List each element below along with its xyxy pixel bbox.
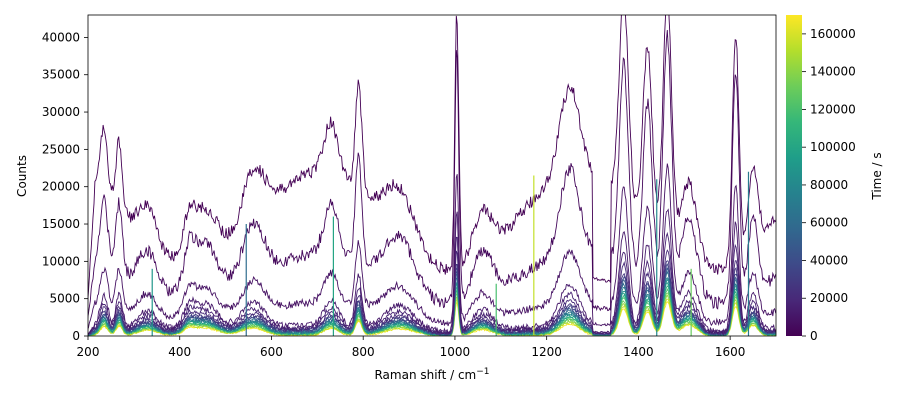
x-tick-label-600: 600 [260, 345, 283, 359]
x-tick-label-800: 800 [352, 345, 375, 359]
spectrum-line-13 [88, 249, 776, 336]
x-tick-label-1600: 1600 [715, 345, 746, 359]
x-tick-label-1000: 1000 [440, 345, 471, 359]
colorbar-tick-label-0: 0 [810, 329, 818, 343]
colorbar-tick-label-120000: 120000 [810, 102, 856, 116]
colorbar-tick-label-60000: 60000 [810, 216, 848, 230]
x-tick-label-200: 200 [77, 345, 100, 359]
y-tick-label-20000: 20000 [42, 180, 80, 194]
plot-area [88, 15, 776, 336]
y-tick-label-25000: 25000 [42, 142, 80, 156]
y-tick-label-40000: 40000 [42, 30, 80, 44]
plot-frame [87, 14, 777, 337]
y-tick-label-5000: 5000 [49, 292, 80, 306]
spectrum-line-15 [88, 208, 776, 335]
spectrum-line-18 [88, 15, 776, 304]
colorbar-tick-label-80000: 80000 [810, 178, 848, 192]
y-tick-label-15000: 15000 [42, 217, 80, 231]
colorbar-label: Time / s [870, 152, 884, 200]
colorbar-tick-label-40000: 40000 [810, 253, 848, 267]
y-tick-label-30000: 30000 [42, 105, 80, 119]
colorbar-gradient [786, 15, 802, 336]
colorbar-tick-label-100000: 100000 [810, 140, 856, 154]
colorbar-tick-label-20000: 20000 [810, 291, 848, 305]
spectrum-line-14 [88, 231, 776, 336]
y-axis: 0 5000 10000 15000 20000 25000 30000 35000 40000 [42, 30, 88, 343]
x-tick-label-1200: 1200 [531, 345, 562, 359]
y-tick-label-35000: 35000 [42, 68, 80, 82]
colorbar-tick-label-160000: 160000 [810, 27, 856, 41]
x-axis: 200 400 600 800 1000 1200 1400 1600 [77, 336, 746, 359]
x-tick-label-1400: 1400 [623, 345, 654, 359]
spectrum-line-16 [88, 163, 776, 330]
colorbar-tick-label-140000: 140000 [810, 65, 856, 79]
x-axis-label: Raman shift / cm−1 [374, 367, 489, 382]
y-axis-label: Counts [15, 155, 29, 197]
spectrum-line-17 [88, 29, 776, 320]
y-tick-label-0: 0 [72, 329, 80, 343]
x-tick-label-400: 400 [168, 345, 191, 359]
y-tick-label-10000: 10000 [42, 254, 80, 268]
colorbar: 0 20000 40000 60000 80000 100000 120000 140000 1… [786, 15, 856, 343]
x-axis-label-superscript: −1 [476, 367, 489, 377]
